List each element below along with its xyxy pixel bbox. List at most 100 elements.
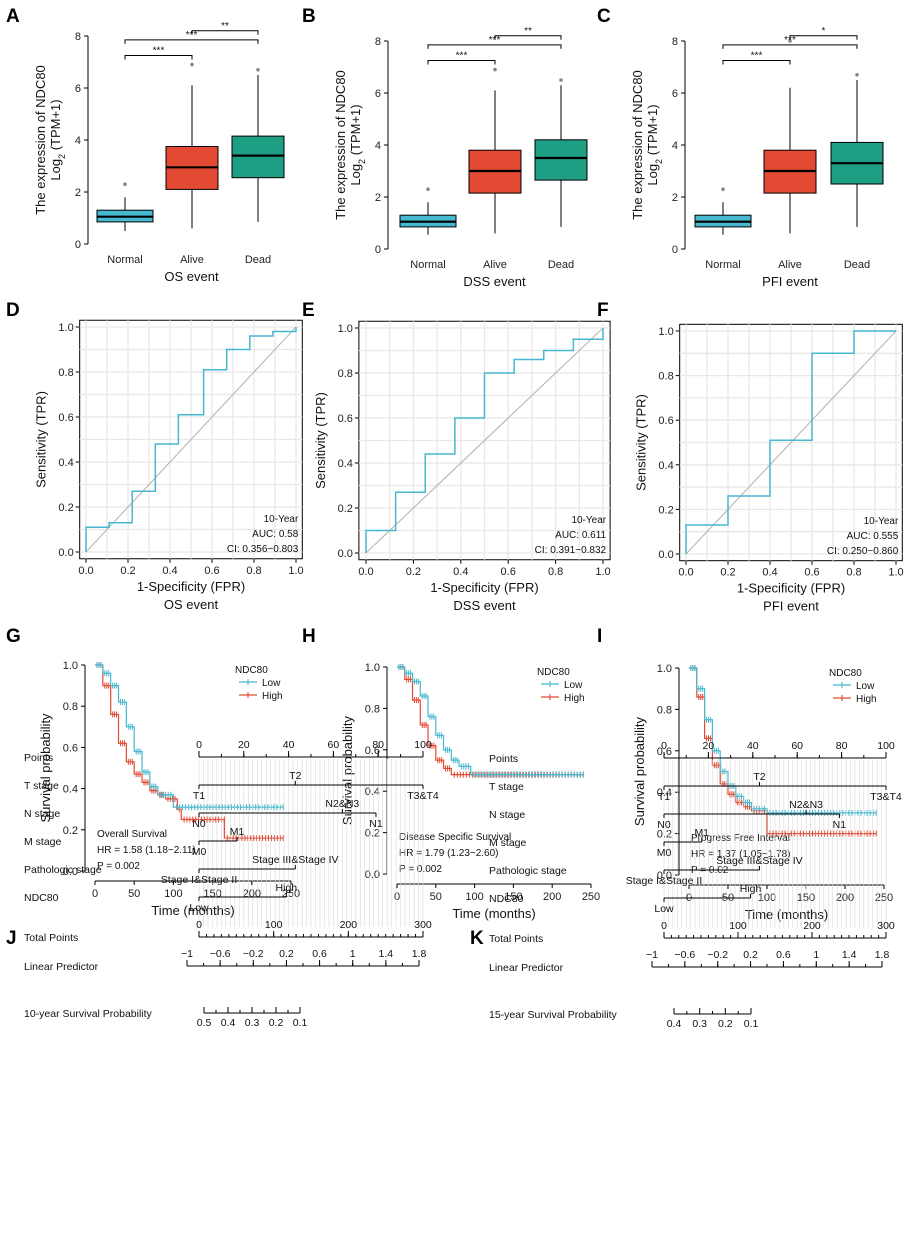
x-tick-label: 0.0 <box>358 566 373 578</box>
km-annotation: HR = 1.37 (1.05−1.78) <box>691 849 791 860</box>
y-tick-label: 6 <box>375 88 381 100</box>
roc-legend-text: CI: 0.391−0.832 <box>535 545 607 556</box>
x-tick-label: 0.8 <box>246 565 261 577</box>
box-alive <box>165 62 219 229</box>
y-axis-subtitle: Log2 (TPM+1) <box>348 104 367 185</box>
x-tick-label: 0.2 <box>406 566 421 578</box>
diagonal-reference <box>685 330 897 555</box>
x-tick-label: 0.8 <box>846 567 861 579</box>
y-tick-label: 1.0 <box>365 662 380 674</box>
scale-label: 80 <box>836 740 848 752</box>
x-tick-label: 1.0 <box>288 565 303 577</box>
x-tick-label: 250 <box>875 892 893 904</box>
x-tick-label: 0 <box>92 888 98 900</box>
roc-legend-text: 10-Year <box>264 514 299 525</box>
outlier-point <box>493 67 497 72</box>
variable-level-label: N0 <box>657 819 671 831</box>
y-axis-title: The expression of NDC80 <box>333 70 348 220</box>
scale-label: −0.2 <box>707 949 728 961</box>
outlier-point <box>855 73 859 77</box>
legend-label: High <box>564 693 585 704</box>
scale-label: 0.2 <box>743 949 758 961</box>
roc-legend-text: CI: 0.250−0.860 <box>827 546 899 557</box>
scale-label: 1 <box>813 949 819 961</box>
significance-bracket: *** <box>124 30 259 44</box>
x-tick-label: 100 <box>164 888 182 900</box>
roc-curve <box>85 327 297 552</box>
y-tick-label: 8 <box>75 31 81 43</box>
y-tick-label: 2 <box>375 192 381 204</box>
y-tick-label: 0.0 <box>63 866 78 878</box>
significance-stars: * <box>822 26 826 37</box>
panel-letter-B: B <box>302 6 316 27</box>
scale-label: 0.3 <box>245 1017 260 1029</box>
variable-level-label: N1 <box>833 819 847 831</box>
significance-stars: *** <box>489 35 501 46</box>
x-axis-title: 1-Specificity (FPR) <box>137 579 245 594</box>
km-H: 0.0 0.2 0.4 0.6 0.8 1.0 0 50 100 150 200 250 Time (m… <box>340 662 600 921</box>
outlier-point <box>256 68 260 72</box>
x-axis-title: 1-Specificity (FPR) <box>737 581 845 596</box>
variable-level-label: T3&T4 <box>407 790 439 802</box>
scale-label: 100 <box>877 740 895 752</box>
x-tick-label: 0.4 <box>762 567 777 579</box>
y-axis-subtitle-part: Log <box>645 164 660 186</box>
significance-bracket: *** <box>722 35 858 49</box>
x-tick-label: 1.0 <box>888 567 903 579</box>
x-tick-label: 200 <box>243 888 261 900</box>
km-annotation: HR = 1.79 (1.23−2.60) <box>399 848 499 859</box>
x-tick-label: 50 <box>128 888 140 900</box>
box-alive <box>468 67 522 234</box>
roc-legend-text: 10-Year <box>864 516 899 527</box>
significance-bracket: *** <box>722 51 791 65</box>
scale-label: 40 <box>283 739 295 751</box>
significance-bracket: *** <box>124 46 193 60</box>
x-tick-label: 150 <box>504 891 522 903</box>
bracket-line <box>124 55 193 60</box>
y-tick-label: 0.0 <box>58 547 73 559</box>
x-category-label: Normal <box>107 254 142 266</box>
box-dead <box>231 68 285 222</box>
x-axis-subtitle: PFI event <box>763 599 819 614</box>
y-tick-label: 0.2 <box>658 504 673 516</box>
nomogram-row-label: M stage <box>489 837 527 849</box>
scale-label: 0.6 <box>312 948 327 960</box>
scale-label: 1 <box>350 948 356 960</box>
y-tick-label: 0.2 <box>63 825 78 837</box>
y-axis-subtitle-part: Log <box>48 159 63 181</box>
y-tick-label: 0.0 <box>658 549 673 561</box>
scale-label: −0.6 <box>210 948 231 960</box>
nomogram-row-label: Points <box>24 752 53 764</box>
y-tick-label: 0.6 <box>58 412 73 424</box>
y-tick-label: 0.2 <box>338 503 353 515</box>
roc-curve <box>365 328 604 553</box>
x-axis-title: PFI event <box>762 274 818 289</box>
y-tick-label: 0.6 <box>657 746 672 758</box>
significance-bracket: *** <box>427 35 562 49</box>
nomogram-row-label: 10-year Survival Probability <box>24 1008 153 1020</box>
x-category-label: Alive <box>778 259 802 271</box>
scale-label: 1.8 <box>412 948 427 960</box>
variable-level-label: M1 <box>230 826 245 838</box>
scale-label: 0.2 <box>279 948 294 960</box>
y-tick-label: 0.8 <box>657 704 672 716</box>
box-normal <box>96 182 154 231</box>
y-tick-label: 4 <box>75 135 81 147</box>
y-axis-subtitle-sub: 2 <box>654 159 664 164</box>
variable-level-label: T2 <box>289 770 301 782</box>
significance-stars: *** <box>153 46 165 57</box>
y-axis-title: Survival probability <box>38 713 53 823</box>
y-axis-subtitle-part: (TPM+1) <box>645 104 660 159</box>
variable-level-label: M0 <box>192 846 207 858</box>
y-axis-title: Survival probability <box>632 716 647 826</box>
y-axis-subtitle-part: (TPM+1) <box>48 99 63 154</box>
y-axis-subtitle: Log2 (TPM+1) <box>645 104 664 185</box>
y-tick-label: 0.8 <box>338 368 353 380</box>
y-tick-label: 2 <box>75 187 81 199</box>
nomogram-row-label: M stage <box>24 836 62 848</box>
x-category-label: Dead <box>548 259 574 271</box>
bracket-line <box>494 35 562 40</box>
panel-letter-J: J <box>6 928 17 949</box>
y-tick-label: 6 <box>672 88 678 100</box>
x-tick-label: 250 <box>582 891 600 903</box>
